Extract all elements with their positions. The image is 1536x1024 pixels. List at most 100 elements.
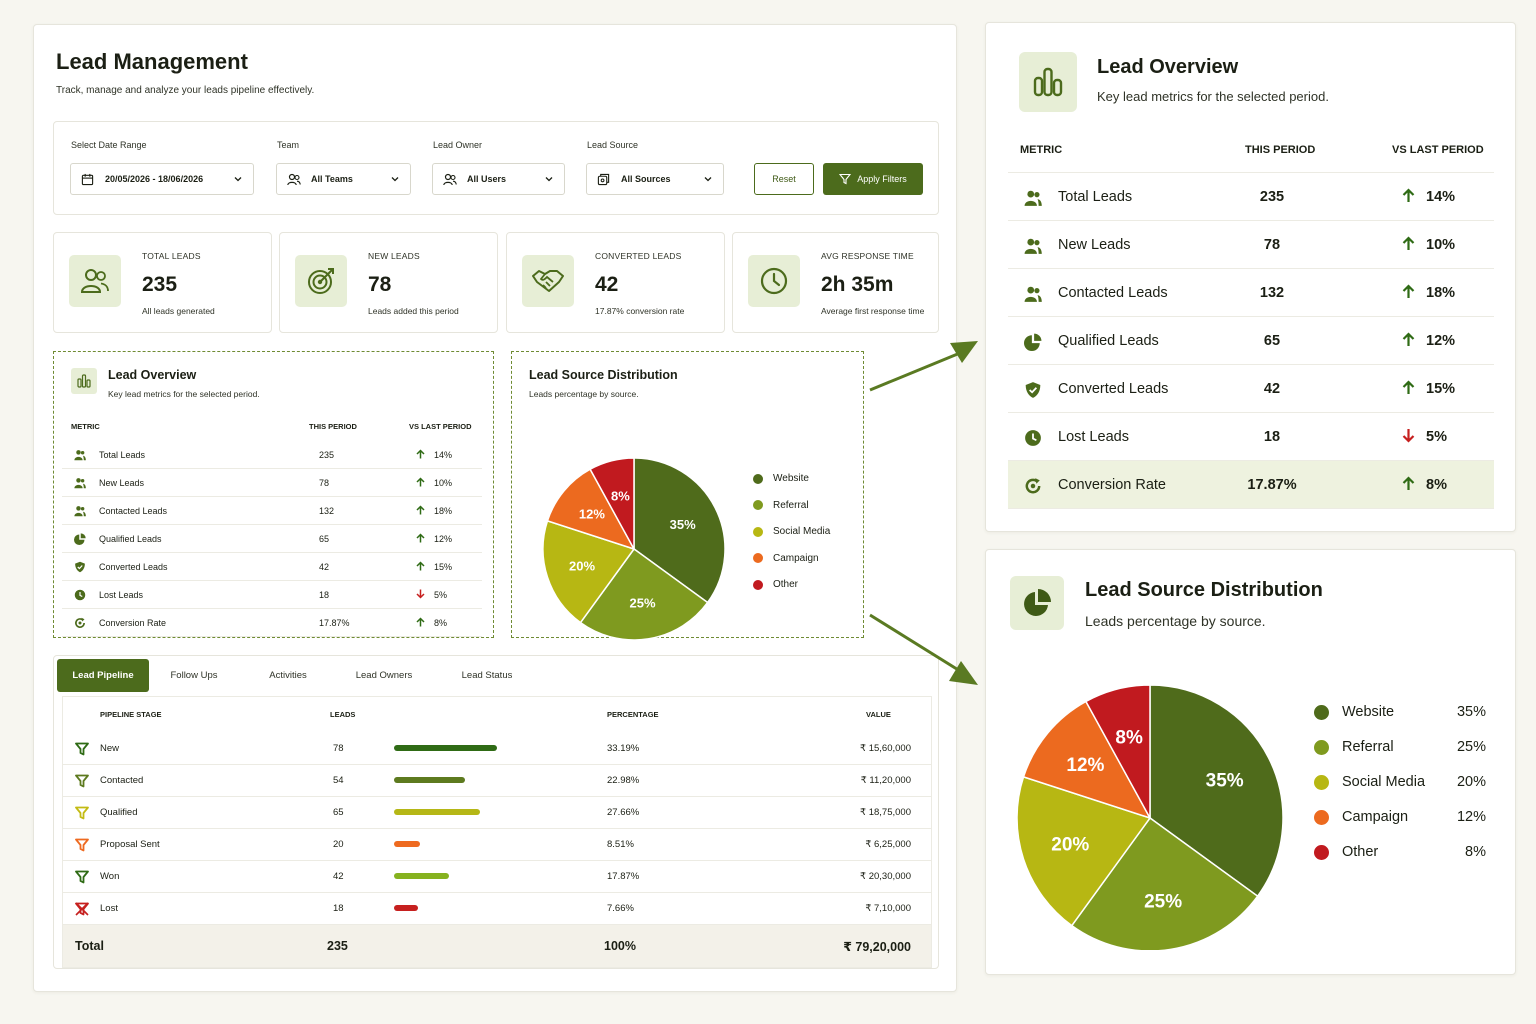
tab-lead-owners[interactable]: Lead Owners [355, 670, 413, 681]
stage-percentage: 17.87% [607, 871, 640, 882]
legend-percentage: 20% [1456, 774, 1486, 790]
reset-button[interactable]: Reset [754, 163, 814, 195]
callout-arrows [869, 341, 978, 685]
metric-change: 14% [1426, 189, 1456, 205]
legend-item-website[interactable]: Website 35% [1314, 704, 1486, 720]
refresh-icon [74, 617, 86, 631]
pie-slice-label: 35% [1206, 771, 1244, 792]
users-icon [1024, 237, 1042, 255]
kpi-value: 78 [368, 273, 392, 296]
pie-slice-other[interactable] [589, 457, 635, 550]
pipeline-panel: Lead Pipeline Follow Ups Activities Lead… [53, 655, 939, 969]
metric-name: Conversion Rate [99, 618, 167, 628]
legend-item-other[interactable]: Other 8% [1314, 844, 1486, 860]
lead-source-select[interactable]: All Sources [586, 163, 724, 195]
users-icon [69, 255, 121, 307]
legend-swatch [1314, 704, 1329, 720]
stage-name: Proposal Sent [100, 839, 160, 850]
legend-item-other[interactable]: Other [753, 579, 853, 590]
pipeline-row: Contacted 54 22.98% ₹ 11,20,000 [63, 765, 931, 797]
legend-item-social-media[interactable]: Social Media [753, 526, 853, 537]
legend-swatch [753, 500, 763, 510]
legend-label: Campaign [1342, 809, 1409, 825]
stage-name: Qualified [100, 807, 138, 818]
pie-slice-referral[interactable] [579, 547, 709, 641]
kpi-card-converted-leads: CONVERTED LEADS 42 17.87% conversion rat… [506, 232, 725, 333]
pie-icon [74, 533, 86, 547]
overview-row: Lost Leads 18 5% [1008, 413, 1494, 461]
arrow-up-icon [416, 561, 425, 573]
legend-item-referral[interactable]: Referral [753, 500, 853, 511]
legend-label: Social Media [1342, 774, 1426, 790]
legend-swatch [753, 553, 763, 563]
bar-chart-icon [71, 368, 97, 394]
pie-slice-label: 25% [1144, 891, 1182, 912]
funnel-icon [75, 806, 89, 823]
metric-value: 42 [1263, 381, 1281, 397]
pie-slice-social-media[interactable] [1016, 775, 1152, 927]
users-icon [287, 172, 301, 186]
pipeline-table: PIPELINE STAGE LEADS PERCENTAGE VALUE Ne… [62, 696, 932, 968]
chevron-down-icon [234, 177, 242, 182]
team-select[interactable]: All Teams [276, 163, 411, 195]
pie-slice-label: 20% [569, 558, 595, 573]
legend-item-campaign[interactable]: Campaign [753, 553, 853, 564]
metric-name: Qualified Leads [1058, 333, 1159, 349]
tab-lead-pipeline[interactable]: Lead Pipeline [57, 659, 149, 692]
pie-slice-campaign[interactable] [1022, 700, 1152, 820]
metric-change: 15% [1426, 381, 1456, 397]
apply-filters-button[interactable]: Apply Filters [823, 163, 923, 195]
pie-slice-label: 8% [611, 489, 630, 504]
bar-chart-icon [1019, 52, 1077, 112]
users-icon [1024, 285, 1042, 303]
stage-name: Lost [100, 903, 118, 914]
legend-item-social-media[interactable]: Social Media 20% [1314, 774, 1486, 790]
legend-label: Other [1342, 844, 1379, 860]
overview-row: Total Leads 235 14% [1008, 173, 1494, 221]
tab-lead-status[interactable]: Lead Status [461, 670, 513, 681]
shield-icon [1024, 381, 1042, 399]
legend-label: Website [1342, 704, 1395, 720]
stage-percentage: 27.66% [607, 807, 640, 818]
pie-icon [1024, 333, 1042, 351]
stage-leads: 42 [333, 871, 344, 882]
shield-icon [74, 561, 86, 575]
pipeline-total-row: Total 235 100% ₹ 79,20,000 [63, 925, 931, 967]
legend-item-website[interactable]: Website [753, 473, 853, 484]
pie-slice-website[interactable] [1149, 684, 1284, 898]
funnel-x-icon [75, 902, 89, 919]
pie-slice-campaign[interactable] [546, 468, 636, 551]
metric-change: 14% [434, 450, 453, 460]
date-range-label: Select Date Range [71, 140, 147, 150]
arrow-up-icon [416, 533, 425, 545]
stage-value: ₹ 20,30,000 [860, 871, 911, 882]
page-subtitle: Track, manage and analyze your leads pip… [56, 85, 315, 96]
pie-slice-website[interactable] [633, 457, 726, 604]
legend-item-campaign[interactable]: Campaign 12% [1314, 809, 1486, 825]
kpi-value: 235 [142, 273, 178, 296]
arrow-down-icon [416, 589, 425, 601]
tab-activities[interactable]: Activities [269, 670, 307, 681]
pie-slice-social-media[interactable] [542, 519, 636, 624]
metric-value: 42 [319, 562, 330, 572]
arrow-up-icon [416, 449, 425, 461]
lead-owner-select[interactable]: All Users [432, 163, 565, 195]
metric-name: Contacted Leads [1058, 285, 1168, 301]
legend-item-referral[interactable]: Referral 25% [1314, 739, 1486, 755]
metric-name: New Leads [1058, 237, 1131, 253]
tab-follow-ups[interactable]: Follow Ups [170, 670, 218, 681]
stage-leads: 65 [333, 807, 344, 818]
clock-icon [1024, 429, 1042, 447]
date-range-select[interactable]: 20/05/2026 - 18/06/2026 [70, 163, 254, 195]
pie-slice-other[interactable] [1084, 684, 1151, 819]
col-this-period: THIS PERIOD [309, 422, 357, 431]
users-icon [74, 477, 86, 491]
metric-name: Conversion Rate [1058, 477, 1166, 493]
overview-row: Total Leads 235 14% [62, 441, 482, 469]
lead-source-label: Lead Source [587, 140, 639, 150]
metric-value: 235 [1259, 189, 1285, 205]
pie-slice-label: 20% [1051, 835, 1089, 856]
arrow-up-icon [1402, 236, 1415, 255]
pie-slice-referral[interactable] [1070, 816, 1259, 950]
col-value: VALUE [866, 710, 891, 719]
